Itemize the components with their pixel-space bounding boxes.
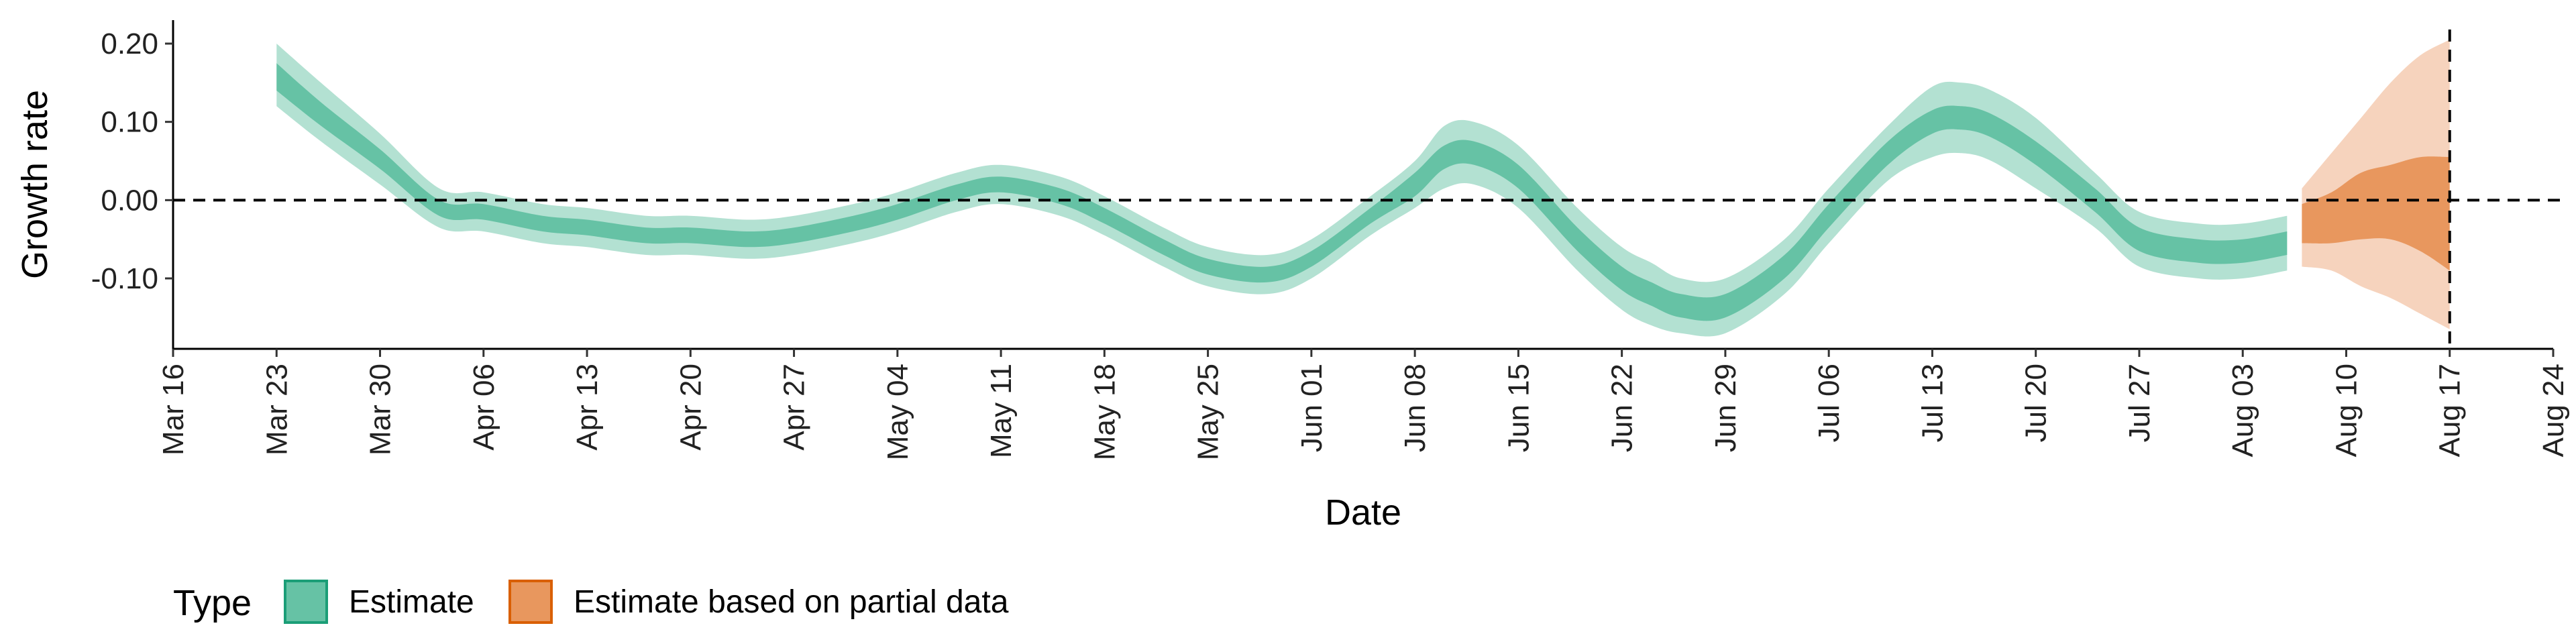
band-90-series-0 — [276, 44, 2288, 337]
y-tick-label: -0.10 — [91, 262, 158, 295]
x-tick-label: Jul 27 — [2123, 364, 2156, 442]
x-tick-label: May 04 — [881, 364, 914, 460]
x-tick-label: Jun 01 — [1295, 364, 1328, 452]
x-tick-label: Jul 20 — [2020, 364, 2053, 442]
x-tick-label: Mar 16 — [157, 364, 190, 455]
x-tick-label: Apr 06 — [468, 364, 500, 451]
legend: Type Estimate Estimate based on partial … — [173, 580, 1009, 624]
x-tick-label: Apr 13 — [571, 364, 604, 451]
x-tick-label: Aug 17 — [2434, 364, 2467, 457]
x-tick-label: Aug 03 — [2226, 364, 2259, 457]
x-tick-label: Jun 15 — [1502, 364, 1535, 452]
y-axis-title: Growth rate — [15, 90, 55, 279]
axes: 0.20 0.10 0.00 -0.10 Mar 16 Mar 23 Mar 30 Apr 0… — [91, 20, 2570, 460]
x-tick-label: May 11 — [985, 364, 1018, 458]
plot-bands — [276, 40, 2450, 337]
x-tick-label: Jul 13 — [1916, 364, 1949, 442]
x-tick-label: Aug 10 — [2330, 364, 2363, 457]
legend-label-partial: Estimate based on partial data — [574, 584, 1009, 620]
x-tick-label: Jun 22 — [1606, 364, 1639, 452]
x-tick-label: May 25 — [1192, 364, 1225, 460]
x-tick-label: Apr 27 — [778, 364, 811, 451]
x-tick-label: Mar 30 — [364, 364, 397, 455]
x-tick-label: Aug 24 — [2537, 364, 2570, 457]
x-tick-label: Mar 23 — [260, 364, 293, 455]
reference-lines — [173, 30, 2567, 349]
x-tick-label: Jun 29 — [1709, 364, 1742, 452]
legend-swatch-estimate — [284, 580, 328, 624]
legend-label-estimate: Estimate — [349, 584, 474, 620]
x-tick-label: Apr 20 — [674, 364, 707, 451]
x-tick-label: Jun 08 — [1399, 364, 1432, 452]
band-50-series-0 — [276, 63, 2288, 321]
x-tick-label: Jul 06 — [1813, 364, 1845, 442]
x-tick-label: May 18 — [1088, 364, 1121, 460]
y-tick-label: 0.20 — [101, 28, 158, 60]
x-axis-title: Date — [1325, 492, 1401, 533]
legend-title: Type — [173, 583, 252, 623]
y-tick-label: 0.10 — [101, 106, 158, 139]
legend-swatch-partial — [508, 580, 553, 624]
y-tick-label: 0.00 — [101, 184, 158, 217]
band-50-series-1 — [2302, 156, 2450, 271]
